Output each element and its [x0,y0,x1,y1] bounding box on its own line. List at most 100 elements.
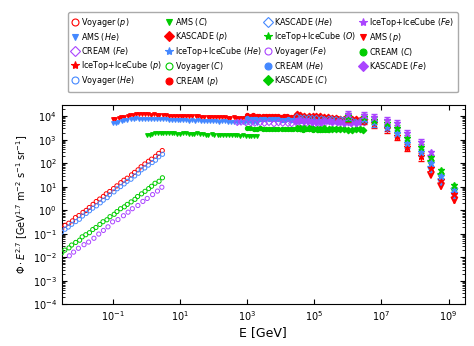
Point [250,126,258,131]
Point [305,115,312,121]
Point [231,132,238,138]
Point [306,126,313,132]
Point [262,113,269,119]
Point [340,126,347,131]
Point [245,133,252,139]
Point [272,126,279,131]
Point [317,119,324,125]
Point [64,224,72,230]
Point [79,210,87,215]
Point [356,119,364,124]
Point [102,191,110,197]
Point [320,121,328,127]
Point [182,118,190,123]
Point [253,126,261,131]
Point [162,112,169,118]
Point [332,117,340,122]
Point [141,165,148,171]
Point [182,130,190,136]
Point [320,118,328,124]
Point [292,118,300,124]
Point [268,126,276,131]
Point [177,117,184,122]
Point [222,132,229,137]
Point [141,116,149,121]
Point [61,227,69,232]
Point [100,194,107,199]
Point [281,113,288,119]
Point [194,113,202,119]
Point [180,130,187,136]
Point [325,126,332,132]
Point [104,224,112,230]
Point [324,115,332,121]
Point [274,113,282,119]
Point [309,118,316,124]
Point [253,120,261,125]
Point [305,113,313,119]
Point [299,127,307,133]
Point [65,220,73,226]
Point [256,116,264,121]
Point [217,132,224,138]
Point [202,132,210,137]
Point [205,132,212,137]
Point [241,120,249,125]
Point [95,231,102,237]
Point [151,112,158,117]
Point [152,157,159,163]
Point [148,156,155,162]
Point [68,242,75,248]
Point [288,121,295,126]
Point [145,117,152,122]
Point [345,119,352,125]
Point [290,117,297,122]
Point [124,113,131,119]
Point [340,117,347,123]
Point [204,114,211,119]
Point [144,196,151,201]
Point [319,118,326,123]
Point [265,113,273,119]
Point [155,112,163,118]
Point [287,115,294,120]
Point [356,120,364,125]
Point [293,118,301,123]
Point [139,199,146,204]
Point [97,200,104,206]
Point [325,118,333,124]
Point [210,132,218,138]
Point [65,253,73,258]
Point [106,214,114,219]
Point [117,206,124,211]
Point [232,115,240,120]
Point [136,116,143,121]
Point [171,130,178,136]
Point [332,115,340,121]
Point [317,113,324,119]
Point [313,116,320,121]
Point [245,119,252,125]
Point [313,126,320,132]
Point [270,121,278,127]
Point [348,116,356,122]
Point [233,119,240,125]
Point [92,225,100,230]
Point [153,116,161,122]
Point [347,120,355,125]
Point [215,119,223,124]
Point [198,118,205,124]
Point [136,112,143,117]
Point [58,229,65,235]
Point [334,119,341,124]
Point [321,118,329,124]
Point [320,115,328,120]
Point [352,116,360,121]
Point [308,119,316,124]
Point [123,118,131,123]
Point [214,132,221,138]
Point [121,114,128,120]
Point [191,118,199,123]
Point [320,117,328,122]
Point [334,127,342,132]
